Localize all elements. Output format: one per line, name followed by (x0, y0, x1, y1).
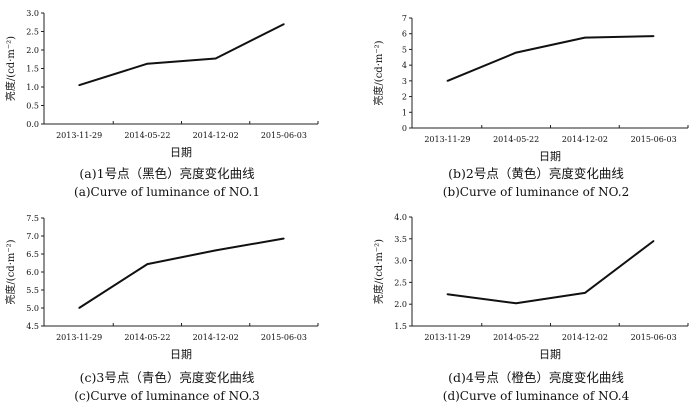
chart-panel-b: 0 1 2 3 4 5 6 7 2013-11-29 2014-05-22 2014-12-02 20… (372, 14, 689, 199)
y-tick-label: 3.0 (394, 257, 407, 266)
x-tick-label: 2014-05-22 (124, 131, 170, 140)
y-axis-title: 亮度/(cd·m⁻²) (4, 36, 17, 101)
series-line (78, 237, 285, 309)
chart-panel-c: 4.5 5.0 5.5 6.0 6.5 7.0 7.5 2013-11-29 2014-05-2… (4, 214, 319, 403)
x-tick-label: 2015-06-03 (261, 333, 307, 342)
caption-en: (a)Curve of luminance of NO.1 (74, 185, 260, 199)
data-point (584, 36, 586, 39)
data-point (446, 80, 449, 82)
y-tick-label: 7.5 (26, 214, 39, 223)
x-tick-label: 2015-06-03 (631, 135, 677, 144)
caption-en: (d)Curve of luminance of NO.4 (443, 389, 630, 403)
series-line (78, 23, 285, 87)
x-tick-label: 2015-06-03 (261, 131, 307, 140)
y-tick-label: 6 (402, 30, 407, 39)
y-tick-label: 1.5 (26, 65, 39, 74)
x-tick-label: 2014-05-22 (124, 333, 170, 342)
x-tick-label: 2013-11-29 (56, 131, 102, 140)
chart-panel-a: 0.0 0.5 1.0 1.5 2.0 2.5 3.0 2013-11-29 2014-05-2… (4, 9, 319, 199)
y-tick-label: 7 (402, 14, 407, 23)
data-point (515, 302, 517, 305)
data-point (146, 62, 149, 65)
data-point (652, 240, 655, 242)
y-tick-label: 3.5 (394, 235, 407, 244)
y-tick-label: 0 (402, 124, 407, 133)
y-tick-label: 0.0 (26, 120, 39, 129)
x-tick-label: 2014-12-02 (193, 131, 239, 140)
y-axis-title: 亮度/(cd·m⁻²) (4, 239, 17, 304)
y-tick-label: 6.0 (26, 268, 39, 277)
y-tick-label: 4.5 (26, 322, 39, 331)
x-tick-label: 2014-12-02 (562, 135, 608, 144)
caption-en: (c)Curve of luminance of NO.3 (74, 389, 260, 403)
y-tick-label: 2.0 (394, 300, 407, 309)
data-point (584, 292, 586, 294)
y-tick-label: 3 (402, 77, 407, 86)
series-line (447, 240, 655, 305)
x-tick-label: 2013-11-29 (424, 333, 470, 342)
caption-cn: (c)3号点（青色）亮度变化曲线 (80, 370, 255, 385)
y-tick-label: 2.0 (26, 46, 39, 55)
data-point (214, 57, 217, 60)
x-tick-label: 2014-12-02 (562, 333, 608, 342)
data-point (283, 23, 285, 25)
y-tick-label: 5.0 (26, 304, 39, 313)
y-tick-label: 4 (402, 61, 407, 70)
y-tick-label: 0.5 (26, 102, 39, 111)
chart-panel-d: 1.5 2.0 2.5 3.0 3.5 4.0 2013-11-29 2014-05-22 20… (372, 213, 689, 403)
data-point (652, 35, 655, 37)
y-tick-label: 4.0 (394, 213, 407, 222)
data-point (78, 84, 80, 86)
y-tick-label: 2.5 (26, 28, 39, 37)
series-line (447, 35, 654, 82)
x-tick-label: 2015-06-03 (631, 333, 677, 342)
y-axis-title: 亮度/(cd·m⁻²) (372, 239, 385, 304)
x-axis-title: 日期 (170, 146, 192, 159)
data-point (515, 51, 517, 54)
caption-cn: (a)1号点（黑色）亮度变化曲线 (79, 166, 255, 181)
x-axis-title: 日期 (170, 348, 192, 361)
y-tick-label: 2 (402, 93, 407, 102)
x-tick-label: 2014-05-22 (493, 135, 539, 144)
y-tick-label: 7.0 (26, 232, 39, 241)
x-axis-title: 日期 (539, 348, 561, 361)
x-tick-label: 2014-12-02 (193, 333, 239, 342)
caption-cn: (b)2号点（黄色）亮度变化曲线 (448, 166, 624, 181)
y-tick-label: 5.5 (26, 286, 39, 295)
y-tick-label: 1.5 (394, 322, 407, 331)
data-point (446, 293, 449, 295)
x-axis-title: 日期 (539, 150, 561, 163)
y-tick-label: 3.0 (26, 9, 39, 18)
y-axis-title: 亮度/(cd·m⁻²) (372, 40, 385, 105)
y-tick-label: 6.5 (26, 250, 39, 259)
y-tick-label: 1.0 (26, 83, 39, 92)
data-point (283, 237, 285, 240)
data-point (146, 263, 149, 265)
x-tick-label: 2014-05-22 (493, 333, 539, 342)
x-tick-label: 2013-11-29 (56, 333, 102, 342)
data-point (214, 249, 217, 252)
caption-en: (b)Curve of luminance of NO.2 (443, 185, 629, 199)
x-tick-label: 2013-11-29 (424, 135, 470, 144)
y-tick-label: 5 (402, 45, 407, 54)
y-tick-label: 2.5 (394, 278, 407, 287)
data-point (78, 307, 80, 309)
caption-cn: (d)4号点（橙色）亮度变化曲线 (448, 370, 624, 385)
y-tick-label: 1 (402, 108, 407, 117)
